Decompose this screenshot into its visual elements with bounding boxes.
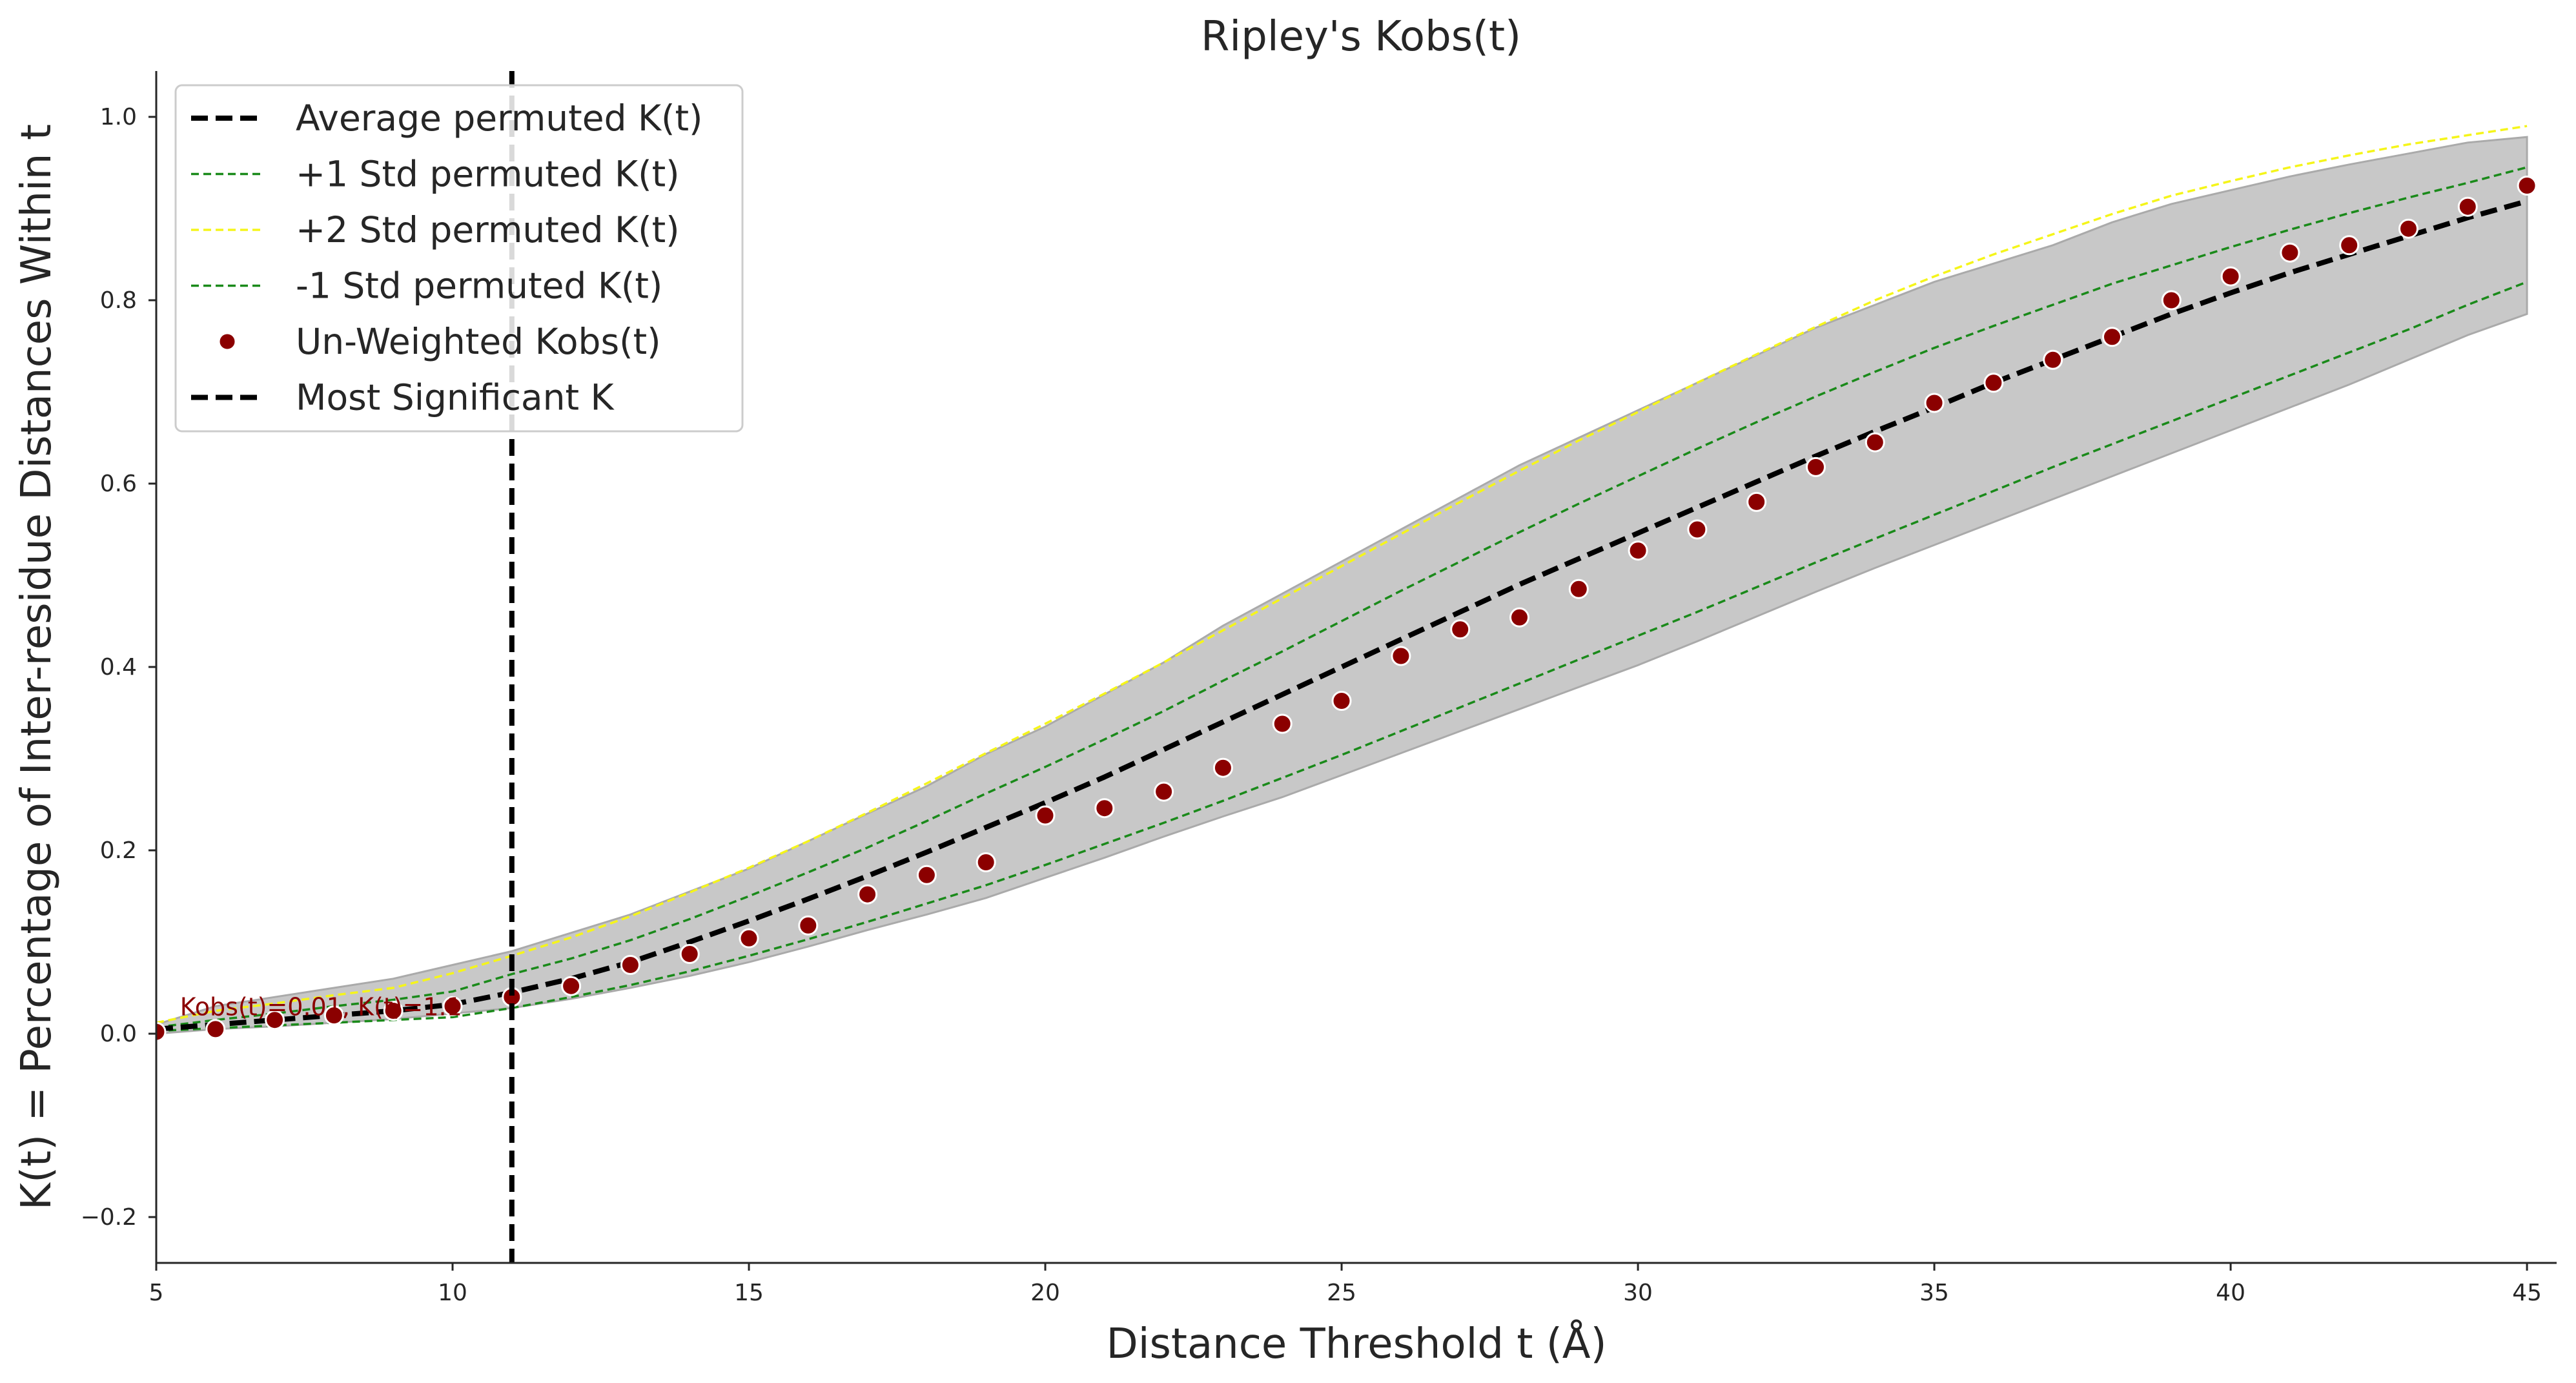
kobs-point xyxy=(323,1005,344,1026)
legend-label: -1 Std permuted K(t) xyxy=(296,265,662,307)
y-tick-label: 1.0 xyxy=(100,104,137,130)
kobs-point xyxy=(265,1010,285,1030)
series-line-1-std-permuted-k-t-3 xyxy=(156,280,2528,1032)
y-tick-label: 0.4 xyxy=(100,654,137,681)
chart-title: Ripley's Kobs(t) xyxy=(1201,13,1521,61)
y-tick-label: 0.8 xyxy=(100,287,137,314)
y-tick-label: 0.6 xyxy=(100,471,137,497)
y-tick-label: 0.0 xyxy=(100,1021,137,1047)
kobs-point xyxy=(1094,798,1115,819)
kobs-point xyxy=(442,996,463,1016)
kobs-point xyxy=(1746,491,1767,512)
kobs-point xyxy=(1806,456,1826,477)
x-tick-label: 35 xyxy=(1919,1280,1949,1306)
series-line-2-std-permuted-k-t-2 xyxy=(156,125,2528,1024)
x-tick-label: 25 xyxy=(1327,1280,1356,1306)
kobs-point xyxy=(1509,607,1529,628)
y-tick-label: 0.2 xyxy=(100,837,137,864)
kobs-point xyxy=(1272,713,1293,734)
kobs-point xyxy=(1035,805,1056,826)
kobs-point xyxy=(1687,519,1708,540)
kobs-point xyxy=(383,1001,404,1021)
kobs-point xyxy=(1628,540,1648,561)
kobs-point xyxy=(1865,432,1885,453)
kobs-point xyxy=(2457,196,2478,217)
legend-label: +1 Std permuted K(t) xyxy=(296,154,680,195)
kobs-point xyxy=(739,928,759,948)
legend: Average permuted K(t) +1 Std permuted K(t… xyxy=(174,84,744,433)
kobs-point xyxy=(1391,646,1411,666)
legend-label: Most Significant K xyxy=(296,377,615,418)
annotation-label: Kobs(t)=0.01, K(t)=1.1 xyxy=(180,993,462,1021)
kobs-point xyxy=(976,852,996,872)
legend-label: Average permuted K(t) xyxy=(296,97,703,139)
kobs-point xyxy=(620,955,640,975)
x-tick-label: 10 xyxy=(438,1280,467,1306)
kobs-point xyxy=(916,865,937,885)
kobs-point xyxy=(2043,349,2063,370)
kobs-point xyxy=(1450,619,1471,640)
series-line-average-permuted-k-t-0 xyxy=(156,198,2528,1032)
kobs-point xyxy=(205,1019,226,1040)
x-tick-label: 5 xyxy=(149,1280,164,1306)
legend-marker-points xyxy=(218,332,237,351)
kobs-point xyxy=(2398,218,2418,239)
x-tick-label: 30 xyxy=(1623,1280,1653,1306)
kobs-point xyxy=(2161,290,2182,311)
x-tick-label: 20 xyxy=(1030,1280,1060,1306)
kobs-point xyxy=(1568,579,1589,599)
y-tick-label: −0.2 xyxy=(81,1204,137,1231)
kobs-point xyxy=(156,1021,167,1042)
kobs-point xyxy=(2280,242,2300,263)
kobs-point xyxy=(1331,691,1352,711)
kobs-point xyxy=(798,915,819,936)
legend-label: Un-Weighted Kobs(t) xyxy=(296,321,661,362)
kobs-point xyxy=(857,884,878,905)
kobs-point xyxy=(1924,393,1945,413)
plot-area xyxy=(156,125,2537,1042)
kobs-point xyxy=(2102,327,2122,347)
legend-label: +2 Std permuted K(t) xyxy=(296,209,680,251)
x-axis-label: Distance Threshold t (Å) xyxy=(1106,1319,1606,1368)
x-tick-label: 15 xyxy=(734,1280,764,1306)
kobs-point xyxy=(2220,266,2241,287)
kobs-point xyxy=(2517,176,2537,196)
axes: 5 10 15 20 25 30 35 40 45 −0.2 0.0 0.2 0.4 0.6 0.8 1.0 xyxy=(81,71,2557,1306)
x-tick-label: 40 xyxy=(2216,1280,2245,1306)
kobs-point xyxy=(561,976,582,996)
x-tick-label: 45 xyxy=(2512,1280,2542,1306)
kobs-point xyxy=(679,944,700,964)
kobs-point xyxy=(1983,373,2004,393)
permutation-envelope-band xyxy=(156,136,2528,1035)
kobs-point xyxy=(1154,781,1174,802)
legend-frame xyxy=(174,84,744,433)
series-line-1-std-permuted-k-t-1 xyxy=(156,166,2528,1029)
kobs-point xyxy=(1212,757,1233,778)
kobs-point xyxy=(2339,235,2360,256)
y-axis-label: K(t) = Percentage of Inter-residue Dista… xyxy=(13,124,61,1210)
